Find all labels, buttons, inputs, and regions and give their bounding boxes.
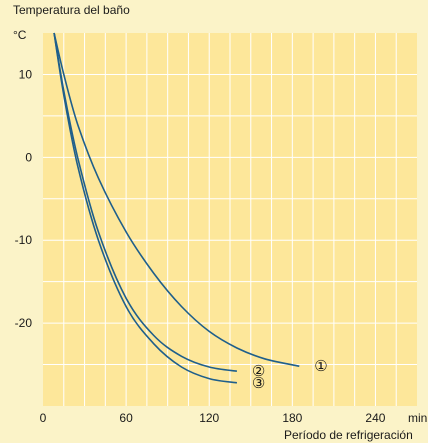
y-axis-label: Temperatura del baño [13, 3, 130, 17]
series-line-3 [53, 32, 238, 384]
series-line-1 [53, 32, 300, 367]
x-tick-label: 120 [199, 411, 219, 425]
y-tick-label: 0 [25, 150, 32, 164]
x-tick-label: 180 [282, 411, 302, 425]
series-labels: ① ②③ [252, 358, 328, 392]
series-line-2 [53, 32, 238, 372]
x-axis-unit: min [408, 411, 427, 425]
y-tick-label: 10 [19, 67, 33, 81]
x-tick-label: 0 [40, 411, 47, 425]
y-tick-label: -20 [15, 316, 33, 330]
x-tick-label: 60 [119, 411, 133, 425]
y-tick-label: -10 [15, 233, 33, 247]
grid [43, 33, 417, 406]
x-tick-label: 240 [365, 411, 385, 425]
y-axis-unit: °C [13, 28, 27, 42]
x-tick-labels: 0 60 120 180 240 [40, 411, 386, 425]
y-tick-labels: 10 0 -10 -20 [15, 67, 33, 330]
series-lines [53, 32, 300, 384]
series-label-2: ② [252, 363, 265, 380]
x-axis-label: Período de refrigeración [284, 428, 413, 442]
series-label-3: ③ [252, 375, 265, 392]
series-label-1: ① [314, 358, 327, 375]
